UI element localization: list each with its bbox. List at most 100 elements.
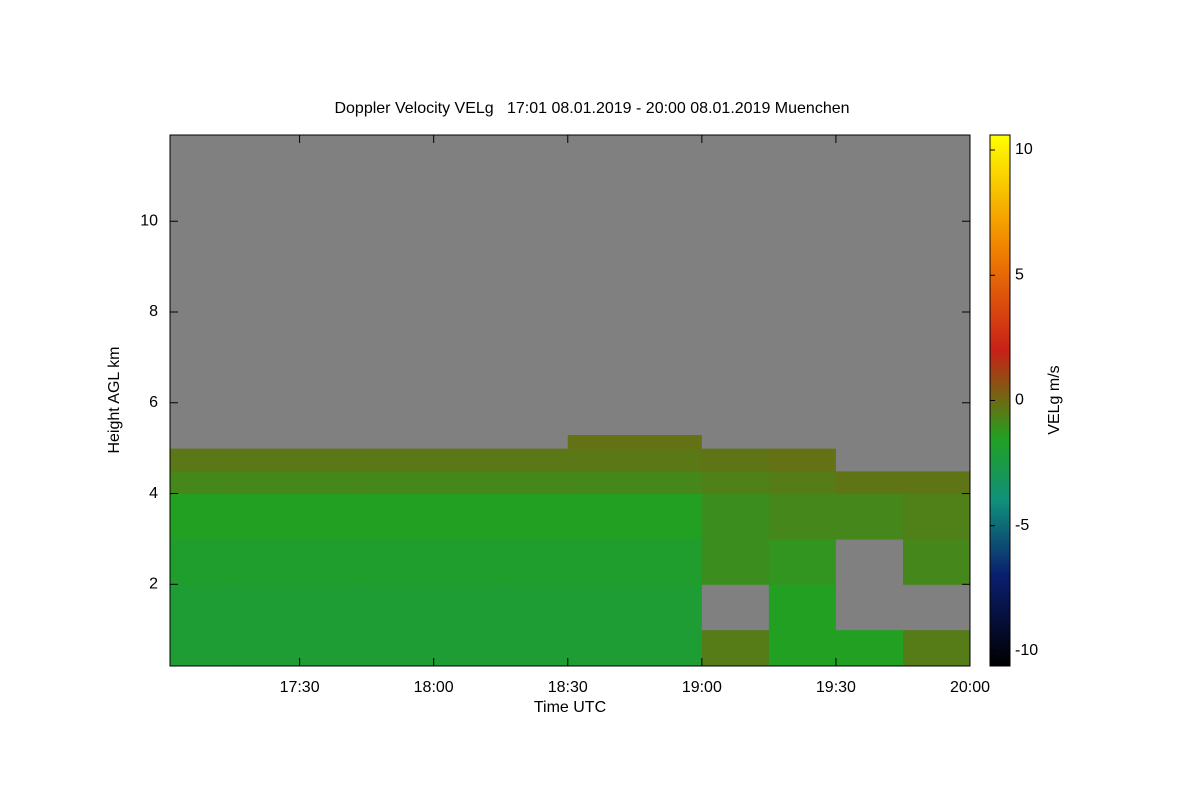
heatmap-cell	[768, 135, 837, 436]
heatmap-cell	[170, 135, 234, 436]
y-tick-label: 10	[140, 212, 158, 229]
heatmap-cell	[366, 538, 435, 585]
heatmap-cell	[433, 493, 502, 540]
heatmap-cell	[835, 448, 904, 472]
heatmap-cell	[433, 584, 502, 631]
x-axis-label: Time UTC	[534, 699, 606, 716]
heatmap-cell	[433, 135, 502, 436]
x-tick-label: 17:30	[280, 679, 320, 696]
heatmap-cell	[500, 434, 569, 449]
heatmap-cell	[835, 493, 904, 540]
heatmap-cell	[500, 135, 569, 436]
heatmap-cell	[170, 434, 234, 449]
heatmap-cell	[433, 629, 502, 667]
heatmap-cell	[634, 434, 703, 449]
heatmap-cell	[170, 493, 234, 540]
colorbar-tick-label: 5	[1015, 266, 1024, 283]
heatmap-cell	[902, 434, 971, 449]
heatmap-cell	[835, 629, 904, 667]
heatmap-cell	[366, 448, 435, 472]
heatmap-cell	[768, 584, 837, 631]
heatmap-cell	[500, 493, 569, 540]
y-axis-label: Height AGL km	[106, 346, 123, 453]
heatmap-cell	[433, 448, 502, 472]
heatmap-cell	[902, 448, 971, 472]
heatmap-cell	[902, 470, 971, 495]
heatmap-cell	[232, 584, 301, 631]
heatmap-cell	[701, 629, 770, 667]
heatmap-cell	[768, 629, 837, 667]
heatmap-cell	[902, 493, 971, 540]
heatmap-cell	[500, 470, 569, 495]
heatmap-cell	[567, 538, 636, 585]
heatmap-cell	[768, 493, 837, 540]
y-tick-label: 6	[149, 394, 158, 411]
heatmap-cell	[366, 470, 435, 495]
heatmap-cell	[299, 434, 368, 449]
heatmap-cell	[299, 584, 368, 631]
heatmap-cell	[232, 470, 301, 495]
plot-frame	[169, 134, 971, 667]
heatmap-cell	[366, 434, 435, 449]
heatmap-cell	[701, 135, 770, 436]
heatmap-cell	[835, 135, 904, 436]
heatmap-cell	[232, 538, 301, 585]
heatmap-cell	[768, 470, 837, 495]
heatmap-cell	[701, 470, 770, 495]
colorbar-label: VELg m/s	[1046, 365, 1063, 434]
heatmap-cell	[500, 584, 569, 631]
heatmap-cell	[170, 584, 234, 631]
heatmap-cell	[366, 629, 435, 667]
heatmap-cell	[634, 470, 703, 495]
heatmap-cell	[567, 135, 636, 436]
colorbar-tick-label: 10	[1015, 141, 1033, 158]
heatmap-cell	[500, 448, 569, 472]
heatmap-cell	[567, 448, 636, 472]
x-tick-label: 19:00	[682, 679, 722, 696]
heatmap-cell	[835, 584, 904, 631]
heatmap-cell	[634, 448, 703, 472]
heatmap-cell	[567, 434, 636, 449]
x-tick-label: 19:30	[816, 679, 856, 696]
heatmap-cell	[299, 629, 368, 667]
heatmap-cell	[500, 538, 569, 585]
heatmap-cell	[232, 629, 301, 667]
heatmap-cell	[902, 538, 971, 585]
heatmap-cell	[902, 584, 971, 631]
heatmap-cell	[768, 434, 837, 449]
heatmap-cell	[232, 448, 301, 472]
heatmap-cell	[768, 538, 837, 585]
heatmap-cell	[366, 135, 435, 436]
heatmap-cell	[567, 470, 636, 495]
y-tick-label: 2	[149, 576, 158, 593]
heatmap-cell	[902, 135, 971, 436]
heatmap-cell	[170, 629, 234, 667]
heatmap-cell	[299, 448, 368, 472]
heatmap-cell	[299, 135, 368, 436]
heatmap-cell	[768, 448, 837, 472]
heatmap-cell	[835, 470, 904, 495]
colorbar-tick-label: -10	[1015, 642, 1038, 659]
heatmap-cell	[902, 629, 971, 667]
heatmap-cell	[232, 434, 301, 449]
heatmap-cell	[701, 584, 770, 631]
x-tick-label: 18:30	[548, 679, 588, 696]
heatmap-cell	[567, 629, 636, 667]
heatmap-cell	[567, 493, 636, 540]
heatmap-cell	[634, 629, 703, 667]
heatmap-cell	[232, 135, 301, 436]
heatmap-cell	[170, 448, 234, 472]
heatmap-cell	[170, 538, 234, 585]
heatmap-cell	[170, 470, 234, 495]
heatmap-cell	[232, 493, 301, 540]
heatmap-cell	[701, 434, 770, 449]
heatmap-cell	[701, 538, 770, 585]
heatmap-cell	[835, 538, 904, 585]
heatmap-cell	[701, 493, 770, 540]
heatmap-cell	[299, 538, 368, 585]
heatmap-cell	[835, 434, 904, 449]
heatmap-cell	[299, 470, 368, 495]
x-tick-label: 20:00	[950, 679, 990, 696]
heatmap-cell	[433, 434, 502, 449]
